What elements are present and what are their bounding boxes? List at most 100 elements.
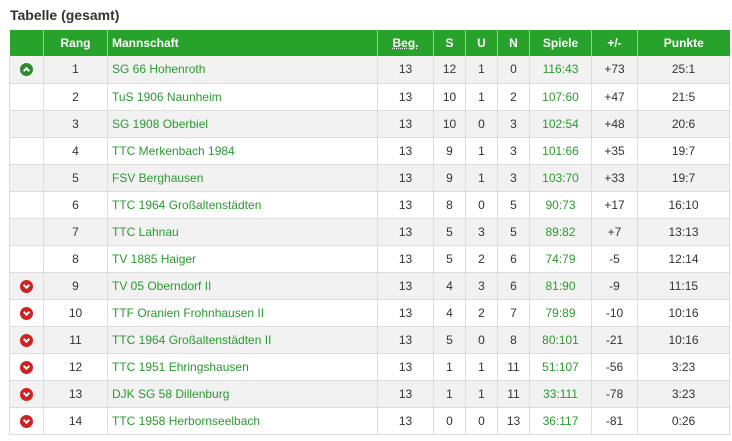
rank-cell: 1 — [43, 56, 108, 84]
trend-cell — [9, 299, 44, 327]
team-cell: TTC Lahnau — [107, 218, 378, 246]
won-cell: 1 — [433, 353, 466, 381]
games-link[interactable]: 51:107 — [542, 359, 579, 374]
team-cell: TTC 1964 Großaltenstädten — [107, 191, 378, 219]
rank-cell: 10 — [43, 299, 108, 327]
games-cell: 36:117 — [529, 407, 592, 435]
trend-cell — [9, 137, 44, 165]
team-link[interactable]: TTC 1951 Ehringshausen — [112, 359, 249, 374]
played-cell: 13 — [377, 380, 434, 408]
draw-cell: 3 — [465, 272, 498, 300]
played-cell: 13 — [377, 245, 434, 273]
games-link[interactable]: 90:73 — [545, 197, 576, 212]
team-cell: TTC Merkenbach 1984 — [107, 137, 378, 165]
lost-cell: 8 — [497, 326, 530, 354]
played-cell: 13 — [377, 407, 434, 435]
table-row: 12 TTC 1951 Ehringshausen 13 1 1 11 51:107 -56 3… — [9, 353, 730, 381]
team-link[interactable]: TuS 1906 Naunheim — [112, 89, 222, 104]
table-row: 6 TTC 1964 Großaltenstädten 13 8 0 5 90:73 +17 1… — [9, 191, 730, 219]
header-draw: U — [465, 30, 498, 56]
team-cell: DJK SG 58 Dillenburg — [107, 380, 378, 408]
team-link[interactable]: FSV Berghausen — [112, 170, 204, 185]
team-link[interactable]: TTF Oranien Frohnhausen II — [112, 305, 265, 320]
team-cell: SG 1908 Oberbiel — [107, 110, 378, 138]
team-link[interactable]: TTC Lahnau — [112, 224, 179, 239]
trend-cell — [9, 56, 44, 84]
played-cell: 13 — [377, 137, 434, 165]
table-row: 8 TV 1885 Haiger 13 5 2 6 74:79 -5 12:14 — [9, 245, 730, 273]
team-cell: TV 1885 Haiger — [107, 245, 378, 273]
points-cell: 3:23 — [637, 380, 730, 408]
rank-cell: 4 — [43, 137, 108, 165]
trend-cell — [9, 164, 44, 192]
lost-cell: 3 — [497, 137, 530, 165]
points-cell: 0:26 — [637, 407, 730, 435]
points-cell: 3:23 — [637, 353, 730, 381]
rank-cell: 12 — [43, 353, 108, 381]
trend-down-icon — [20, 414, 33, 428]
played-cell: 13 — [377, 110, 434, 138]
team-link[interactable]: TTC 1964 Großaltenstädten II — [112, 332, 272, 347]
table-row: 14 TTC 1958 Herbornseelbach 13 0 0 13 36:117 -8… — [9, 407, 730, 435]
games-link[interactable]: 89:82 — [545, 224, 576, 239]
draw-cell: 2 — [465, 299, 498, 327]
won-cell: 10 — [433, 83, 466, 111]
trend-down-icon — [20, 360, 33, 374]
rank-cell: 5 — [43, 164, 108, 192]
trend-down-icon — [20, 333, 33, 347]
points-cell: 19:7 — [637, 137, 730, 165]
games-cell: 107:60 — [529, 83, 592, 111]
team-link[interactable]: TTC 1958 Herbornseelbach — [112, 413, 261, 428]
team-cell: TTC 1964 Großaltenstädten II — [107, 326, 378, 354]
games-link[interactable]: 33:111 — [543, 386, 578, 401]
won-cell: 4 — [433, 299, 466, 327]
games-link[interactable]: 102:54 — [542, 116, 579, 131]
trend-down-icon — [20, 306, 33, 320]
team-link[interactable]: TTC 1964 Großaltenstädten — [112, 197, 262, 212]
trend-up-icon — [20, 63, 33, 77]
team-cell: SG 66 Hohenroth — [107, 56, 378, 84]
team-cell: TV 05 Oberndorf II — [107, 272, 378, 300]
team-link[interactable]: TTC Merkenbach 1984 — [112, 143, 235, 158]
played-cell: 13 — [377, 326, 434, 354]
trend-cell — [9, 191, 44, 219]
games-link[interactable]: 79:89 — [545, 305, 576, 320]
team-link[interactable]: SG 66 Hohenroth — [112, 62, 206, 77]
games-link[interactable]: 116:43 — [542, 62, 579, 77]
points-cell: 11:15 — [637, 272, 730, 300]
games-cell: 80:101 — [529, 326, 592, 354]
page-title: Tabelle (gesamt) — [10, 7, 120, 23]
diff-cell: +73 — [591, 56, 638, 84]
games-link[interactable]: 80:101 — [542, 332, 579, 347]
games-link[interactable]: 107:60 — [542, 89, 579, 104]
header-team: Mannschaft — [107, 30, 378, 56]
games-link[interactable]: 103:70 — [542, 170, 579, 185]
team-link[interactable]: TV 1885 Haiger — [112, 251, 197, 266]
diff-cell: -56 — [591, 353, 638, 381]
played-cell: 13 — [377, 164, 434, 192]
games-cell: 89:82 — [529, 218, 592, 246]
games-link[interactable]: 81:90 — [545, 278, 576, 293]
diff-cell: -5 — [591, 245, 638, 273]
games-link[interactable]: 74:79 — [545, 251, 576, 266]
games-cell: 51:107 — [529, 353, 592, 381]
lost-cell: 7 — [497, 299, 530, 327]
won-cell: 5 — [433, 326, 466, 354]
points-cell: 13:13 — [637, 218, 730, 246]
team-link[interactable]: DJK SG 58 Dillenburg — [112, 386, 230, 401]
draw-cell: 0 — [465, 191, 498, 219]
games-link[interactable]: 101:66 — [542, 143, 579, 158]
team-link[interactable]: TV 05 Oberndorf II — [112, 278, 212, 293]
played-cell: 13 — [377, 191, 434, 219]
diff-cell: +47 — [591, 83, 638, 111]
won-cell: 4 — [433, 272, 466, 300]
games-link[interactable]: 36:117 — [542, 413, 579, 428]
diff-cell: +7 — [591, 218, 638, 246]
points-cell: 10:16 — [637, 299, 730, 327]
played-cell: 13 — [377, 56, 434, 84]
header-rank: Rang — [43, 30, 108, 56]
won-cell: 0 — [433, 407, 466, 435]
games-cell: 81:90 — [529, 272, 592, 300]
diff-cell: -21 — [591, 326, 638, 354]
team-link[interactable]: SG 1908 Oberbiel — [112, 116, 209, 131]
